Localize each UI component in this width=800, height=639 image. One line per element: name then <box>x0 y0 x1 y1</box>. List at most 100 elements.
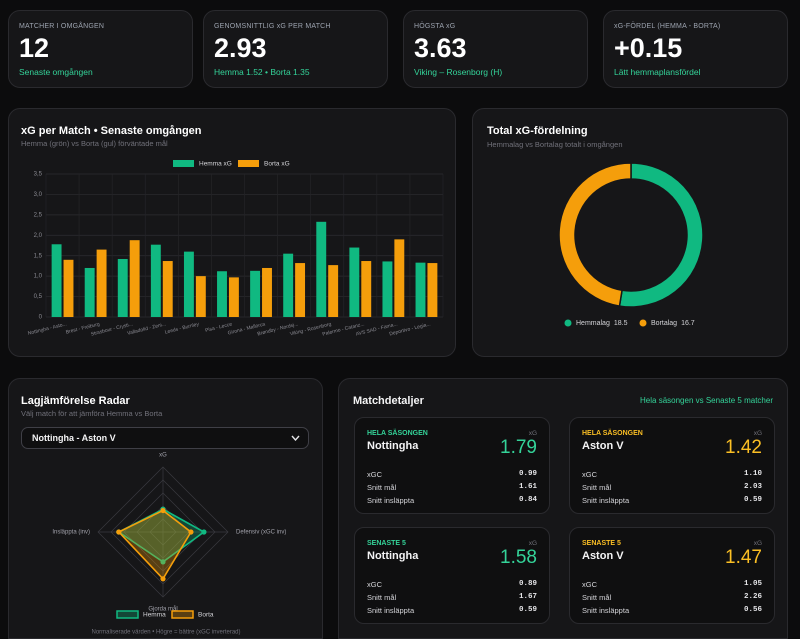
chart-subtitle: Välj match för att jämföra Hemma vs Bort… <box>21 409 163 418</box>
radar-axis-label: Insläppta (inv) <box>52 530 90 536</box>
radar-point <box>160 576 166 582</box>
detail-row-value: 1.05 <box>743 580 762 588</box>
legend-label: Hemmalag 18.5 <box>576 320 628 327</box>
radar-note: Normaliserade värden • Högre = bättre (x… <box>92 630 241 636</box>
detail-period: SENASTE 5 <box>367 540 406 547</box>
bar <box>316 221 327 317</box>
detail-row: Snitt insläppta 0.84 <box>367 496 537 505</box>
bar <box>183 251 194 317</box>
detail-row-label: Snitt insläppta <box>582 606 630 615</box>
match-select[interactable]: Nottingha - Aston V <box>21 427 309 449</box>
chart-title: Total xG-fördelning <box>487 125 588 137</box>
legend-label: Bortalag 16.7 <box>651 320 695 327</box>
match-details: Matchdetaljer Hela säsongen vs Senaste 5… <box>338 378 788 639</box>
chevron <box>291 435 300 441</box>
kpi-value: 2.93 <box>214 33 267 63</box>
detail-row-label: xGC <box>582 580 597 589</box>
bar <box>295 263 306 317</box>
kpi-sub: Senaste omgången <box>19 67 93 77</box>
detail-row: Snitt mål 2.26 <box>582 593 762 602</box>
radar-axis-label: Gjorda mål <box>148 606 177 613</box>
detail-row-label: Snitt mål <box>367 593 397 602</box>
radar-point <box>160 507 166 514</box>
kpi-label: GENOMSNITTLIG xG PER MATCH <box>214 23 331 30</box>
bar-card: xG per Match • Senaste omgången Hemma (gr… <box>8 108 456 357</box>
pie-card: Total xG-fördelning Hemmalag vs Bortalag … <box>472 108 788 357</box>
detail-row: Snitt mål 1.61 <box>367 483 537 492</box>
bar <box>361 261 372 317</box>
kpi-value: 3.63 <box>414 33 467 63</box>
detail-row-label: Snitt insläppta <box>582 496 630 505</box>
detail-row-value: 2.26 <box>743 593 762 601</box>
kpi-value: 12 <box>19 33 50 63</box>
y-tick-label: 0,5 <box>34 294 43 300</box>
detail-metric: xG <box>528 430 537 437</box>
legend-swatch <box>171 610 194 619</box>
legend-label: Borta xG <box>264 161 290 168</box>
detail-row-value: 0.84 <box>518 496 537 504</box>
detail-row: Snitt mål 1.67 <box>367 593 537 602</box>
kpi-label: MATCHER I OMGÅNGEN <box>19 23 105 30</box>
kpi-sub: Hemma 1.52 • Borta 1.35 <box>214 67 310 77</box>
detail-card: HELA SÄSONGEN xG Nottingha 1.79 xGC 0.99 Snitt… <box>354 417 550 514</box>
bar <box>96 249 107 317</box>
detail-value: 1.42 <box>725 437 762 458</box>
legend-label: Hemma <box>143 612 166 619</box>
detail-row-value: 0.99 <box>518 470 537 478</box>
kpi-card: HÖGSTA xG 3.63 Viking – Rosenborg (H) <box>403 10 588 88</box>
bar <box>129 240 140 317</box>
legend-name: Hemmalag <box>576 320 610 327</box>
radar-point <box>188 529 194 535</box>
y-tick-label: 1,0 <box>34 274 43 280</box>
bar <box>217 271 227 317</box>
detail-value: 1.79 <box>500 437 537 458</box>
radar-point <box>201 529 207 535</box>
y-tick-label: 2,5 <box>34 212 43 218</box>
detail-row-value: 0.89 <box>518 580 537 588</box>
detail-card: HELA SÄSONGEN xG Aston V 1.42 xGC 1.10 Snitt m… <box>569 417 775 514</box>
detail-team: Aston V <box>582 550 624 562</box>
legend-label: Borta <box>198 612 214 619</box>
detail-row-value: 1.67 <box>518 593 537 601</box>
bar <box>162 261 173 317</box>
detail-row-label: xGC <box>367 580 382 589</box>
legend-label: Hemma xG <box>199 161 232 168</box>
kpi-label: HÖGSTA xG <box>414 23 456 30</box>
bar <box>427 263 438 317</box>
detail-card: SENASTE 5 xG Nottingha 1.58 xGC 0.89 Snitt mål… <box>354 527 550 624</box>
chart-title: xG per Match • Senaste omgången <box>21 125 202 137</box>
detail-row-value: 1.10 <box>743 470 762 478</box>
bar <box>228 277 239 317</box>
y-tick-label: 3,0 <box>34 192 43 198</box>
bar-chart: xG per Match • Senaste omgången Hemma (gr… <box>21 125 444 338</box>
chart-title: Lagjämförelse Radar <box>21 395 131 407</box>
detail-metric: xG <box>528 540 537 547</box>
detail-metric: xG <box>753 540 762 547</box>
y-tick-label: 1,5 <box>34 253 43 259</box>
radar-point <box>116 529 122 535</box>
x-tick-label: Valladolid - Zeni... <box>127 321 167 336</box>
bar <box>394 239 405 317</box>
detail-row-value: 0.59 <box>518 606 537 614</box>
x-tick-label: Nottingha - Asto... <box>27 321 67 336</box>
detail-row: xGC 0.99 <box>367 470 537 479</box>
detail-team: Nottingha <box>367 440 419 452</box>
detail-row-value: 0.59 <box>743 496 762 504</box>
bar <box>117 258 128 317</box>
bar <box>283 253 294 317</box>
legend-value: 16.7 <box>681 320 695 327</box>
detail-row-label: xGC <box>367 470 382 479</box>
detail-row-value: 1.61 <box>518 483 537 491</box>
kpi-sub: Viking – Rosenborg (H) <box>414 67 503 77</box>
detail-period: HELA SÄSONGEN <box>367 430 428 437</box>
bar <box>51 244 62 317</box>
chart-subtitle: Hemma (grön) vs Borta (gul) förväntade m… <box>21 139 168 148</box>
legend-name: Bortalag <box>651 320 677 327</box>
details-title: Matchdetaljer <box>353 395 424 407</box>
detail-metric: xG <box>753 430 762 437</box>
bar <box>63 259 74 317</box>
kpi-value: +0.15 <box>614 33 683 63</box>
detail-row-value: 2.03 <box>743 483 762 491</box>
